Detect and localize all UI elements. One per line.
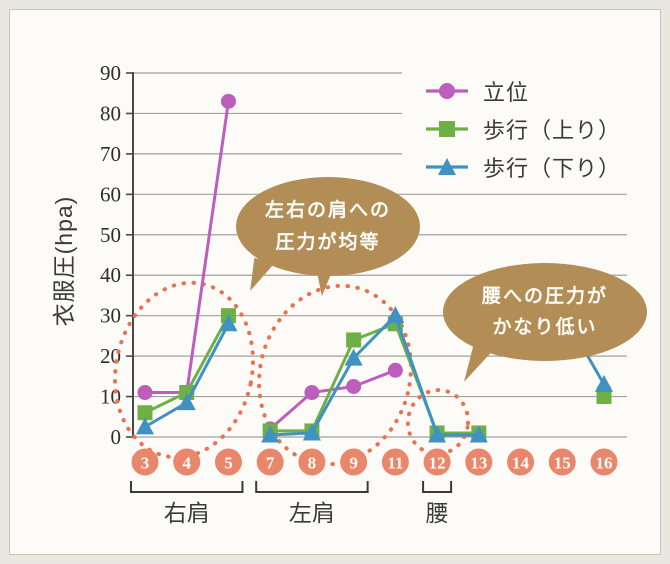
legend-item-walk-down: 歩行（下り） <box>424 148 658 186</box>
legend-marker-shape <box>439 83 455 99</box>
sensor-number-circle <box>590 448 618 476</box>
series-line <box>270 312 479 437</box>
series-walk-down <box>136 306 613 443</box>
data-point-triangle <box>177 393 196 411</box>
data-point-circle <box>387 362 403 378</box>
sensor-group-bracket <box>422 481 453 493</box>
y-tick-label: 50 <box>100 223 121 247</box>
sensor-number: 13 <box>470 454 487 473</box>
data-point-triangle <box>594 374 613 392</box>
legend-item-walk-up: 歩行（上り） <box>424 110 658 148</box>
sensor-group-label: 左肩 <box>289 500 335 526</box>
data-point-circle <box>137 385 153 401</box>
data-point-triangle <box>136 417 154 435</box>
walk-up-marker-icon <box>424 119 470 139</box>
x-axis-labels: 3 4 5 7 8 9 11 12 13 14 15 16 <box>131 448 618 476</box>
sensor-number: 12 <box>429 454 446 473</box>
data-point-triangle <box>469 425 488 443</box>
data-point-circle <box>346 378 362 394</box>
bubble-text-line: 腰への圧力が <box>481 285 608 307</box>
bubble-text-line: 圧力が均等 <box>275 231 381 253</box>
sensor-number: 4 <box>182 454 191 473</box>
sensor-number: 3 <box>141 454 150 473</box>
sensor-number-circle <box>131 448 159 476</box>
bubble-text-line: かなり低い <box>492 317 598 338</box>
y-tick-label: 80 <box>100 101 121 125</box>
sensor-group-bracket <box>255 481 369 493</box>
data-point-circle <box>220 93 236 109</box>
legend-marker-square-icon <box>426 121 468 137</box>
sensor-number-circle <box>256 448 284 476</box>
data-point-square <box>346 332 362 348</box>
y-tick-label: 60 <box>100 182 121 206</box>
data-point-triangle <box>428 425 447 443</box>
data-point-triangle <box>302 423 321 441</box>
bubble-text-line: 左右の肩への <box>264 200 391 222</box>
highlight-ellipse-right-shoulder <box>113 280 255 460</box>
sensor-number-circle <box>465 448 493 476</box>
y-tick-label: 40 <box>100 263 121 287</box>
sensor-number: 7 <box>266 454 275 473</box>
standing-marker-icon <box>424 81 470 101</box>
legend-marker-shape <box>439 121 455 137</box>
sensor-number-circle <box>548 448 576 476</box>
data-point-triangle <box>344 348 363 366</box>
sensor-group-bracket <box>130 481 244 493</box>
sensor-number: 15 <box>554 454 571 473</box>
legend: 立位 歩行（上り） 歩行（下り） <box>402 62 658 186</box>
data-point-triangle <box>386 306 405 324</box>
y-axis-title: 衣服圧(hpa) <box>51 195 77 327</box>
data-point-triangle <box>219 314 238 332</box>
legend-label: 歩行（上り） <box>483 118 622 143</box>
sensor-number-circle <box>423 448 451 476</box>
sensor-number: 16 <box>595 454 612 473</box>
sensor-number-circle <box>298 448 326 476</box>
sensor-group-label: 腰 <box>426 500 449 526</box>
y-tick-label: 0 <box>111 425 122 449</box>
sensor-number: 14 <box>512 454 530 473</box>
sensor-number: 11 <box>387 454 403 473</box>
sensor-number-circle <box>340 448 368 476</box>
sensor-number: 8 <box>308 454 317 473</box>
sensor-number: 9 <box>349 454 358 473</box>
data-point-square <box>137 405 153 421</box>
y-tick-label: 30 <box>100 304 121 328</box>
sensor-number: 5 <box>224 454 233 473</box>
legend-marker-triangle-icon <box>426 158 468 175</box>
legend-label: 歩行（下り） <box>483 156 622 181</box>
sensor-group-label: 右肩 <box>164 500 210 526</box>
legend-marker-shape <box>438 158 456 175</box>
y-tick-label: 10 <box>100 385 121 409</box>
series-line <box>269 368 396 431</box>
legend-marker-circle-icon <box>426 83 468 99</box>
sensor-number-circle <box>173 448 201 476</box>
data-point-triangle <box>261 425 280 443</box>
y-tick-label: 90 <box>100 61 121 85</box>
y-tick-label: 70 <box>100 142 121 166</box>
sensor-number-circle <box>507 448 535 476</box>
annotation-bubble-shoulders: 左右の肩への 圧力が均等 <box>236 177 420 276</box>
sensor-number-circle <box>214 448 242 476</box>
sensor-number-circle <box>381 448 409 476</box>
annotation-bubble-waist: 腰への圧力が かなり低い <box>443 263 647 361</box>
data-point-square <box>596 389 612 405</box>
legend-label: 立位 <box>483 80 530 105</box>
data-point-circle <box>304 385 320 401</box>
legend-item-standing: 立位 <box>424 72 658 110</box>
walk-down-marker-icon <box>424 157 470 177</box>
y-tick-label: 20 <box>100 344 121 368</box>
